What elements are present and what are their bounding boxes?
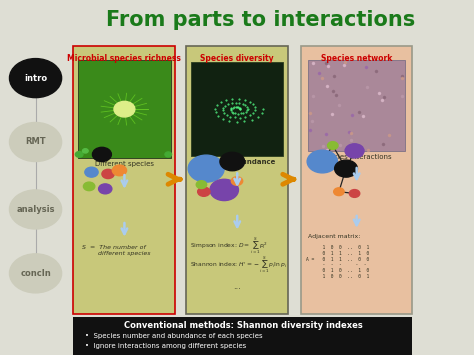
- Text: Different species: Different species: [95, 161, 154, 167]
- Text: intro: intro: [24, 73, 47, 83]
- Text: •  Species number and abundance of each species: • Species number and abundance of each s…: [85, 333, 263, 339]
- Circle shape: [85, 167, 98, 177]
- Circle shape: [345, 144, 364, 158]
- Text: Species diversity: Species diversity: [201, 54, 274, 63]
- Circle shape: [196, 181, 207, 189]
- Circle shape: [165, 152, 172, 157]
- Circle shape: [9, 190, 62, 229]
- Text: Simpson index: $D = \sum_{i=1}^{S} p_i^2$: Simpson index: $D = \sum_{i=1}^{S} p_i^2…: [190, 236, 267, 256]
- Text: S  =  The number of
        different species: S = The number of different species: [82, 245, 151, 256]
- FancyBboxPatch shape: [186, 46, 288, 314]
- FancyBboxPatch shape: [73, 317, 412, 355]
- Text: Adjacent matrix:: Adjacent matrix:: [308, 234, 360, 239]
- Text: RMT: RMT: [25, 137, 46, 147]
- Circle shape: [349, 190, 360, 197]
- Text: Conventional methods: Shannon diversity indexes: Conventional methods: Shannon diversity …: [124, 321, 362, 330]
- Circle shape: [9, 254, 62, 293]
- Text: Shannon index: $H' = -\sum_{i=1}^{S} p_i \ln p_i$: Shannon index: $H' = -\sum_{i=1}^{S} p_i…: [190, 255, 287, 275]
- Text: Species abundance: Species abundance: [199, 159, 275, 165]
- Circle shape: [114, 102, 135, 117]
- Circle shape: [231, 177, 243, 185]
- Text: Species network: Species network: [321, 54, 392, 63]
- Circle shape: [112, 165, 127, 176]
- Circle shape: [188, 155, 224, 182]
- Circle shape: [9, 122, 62, 162]
- Text: Species interactions: Species interactions: [321, 154, 392, 160]
- Circle shape: [335, 160, 357, 177]
- Circle shape: [220, 152, 245, 171]
- Circle shape: [210, 179, 238, 201]
- Text: ...: ...: [233, 282, 241, 291]
- Circle shape: [99, 184, 112, 194]
- FancyBboxPatch shape: [301, 46, 412, 314]
- Circle shape: [198, 187, 210, 196]
- FancyBboxPatch shape: [78, 60, 171, 158]
- FancyBboxPatch shape: [73, 46, 175, 314]
- Text: Microbial species richness: Microbial species richness: [67, 54, 182, 63]
- Text: •  Ignore interactions among different species: • Ignore interactions among different sp…: [85, 343, 246, 349]
- Circle shape: [334, 188, 344, 196]
- Text: From parts to interactions: From parts to interactions: [106, 10, 415, 29]
- Text: analysis: analysis: [16, 205, 55, 214]
- FancyBboxPatch shape: [191, 62, 283, 156]
- Circle shape: [82, 149, 88, 153]
- Circle shape: [9, 59, 62, 98]
- Text: concln: concln: [20, 269, 51, 278]
- Circle shape: [75, 152, 83, 157]
- Circle shape: [307, 150, 337, 173]
- FancyBboxPatch shape: [308, 60, 405, 151]
- Circle shape: [328, 142, 338, 149]
- Circle shape: [92, 147, 111, 162]
- Circle shape: [83, 182, 95, 191]
- Circle shape: [102, 169, 114, 179]
- Text: 1  0  0  ..  0  1
      0  1  1  ..  1  0
A =   0  1  1  ..  0  0
      -  -  - : 1 0 0 .. 0 1 0 1 1 .. 1 0 A = 0 1 1 .. 0…: [306, 245, 369, 279]
